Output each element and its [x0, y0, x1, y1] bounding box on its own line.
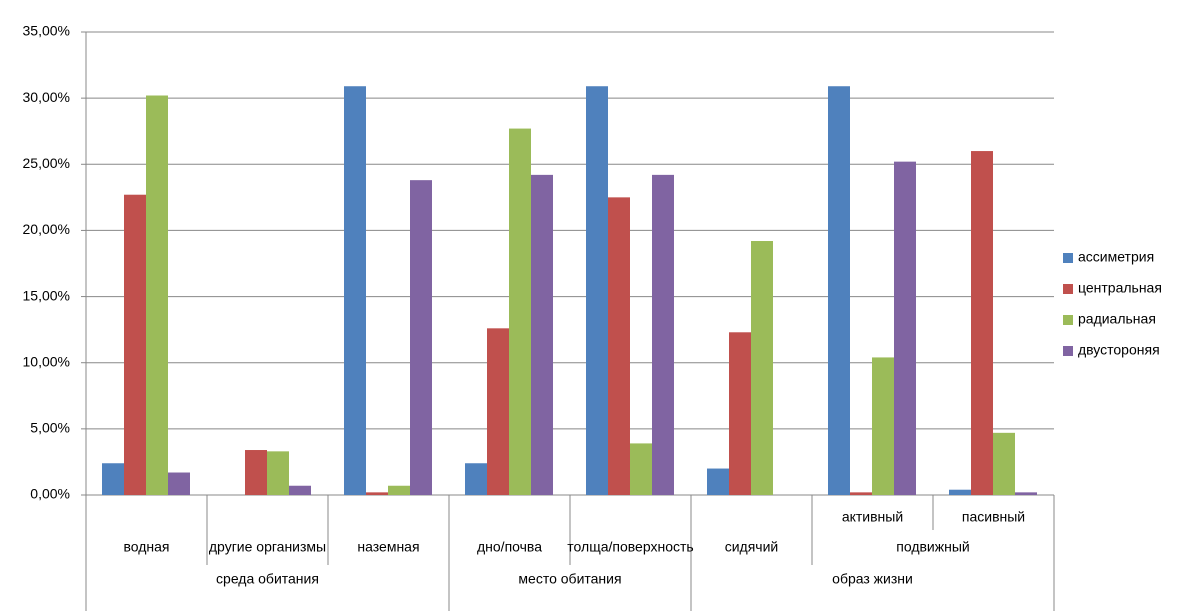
bar [267, 451, 289, 495]
bar [146, 95, 168, 496]
x-tick-label: активный [842, 509, 903, 525]
x-tick-label: толща/поверхность [567, 539, 693, 555]
legend-swatch [1063, 346, 1073, 356]
bar [586, 86, 608, 495]
y-tick-label: 30,00% [23, 89, 70, 105]
bar [465, 463, 487, 495]
y-tick-label: 0,00% [30, 486, 70, 502]
bar [344, 86, 366, 495]
x-tick-label: другие организмы [209, 539, 326, 555]
group-label: образ жизни [832, 571, 913, 587]
x-tick-label: дно/почва [477, 539, 542, 555]
bar [729, 332, 751, 495]
y-tick-label: 15,00% [23, 287, 70, 303]
group-label: среда обитания [216, 571, 319, 587]
x-tick-label: сидячий [725, 539, 779, 555]
bar [949, 489, 971, 495]
x-tick-label: водная [123, 539, 169, 555]
bar [993, 432, 1015, 495]
bar [652, 174, 674, 495]
bar [289, 485, 311, 495]
y-tick-label: 35,00% [23, 23, 70, 39]
bar [410, 180, 432, 495]
bar [245, 450, 267, 495]
bar [1015, 492, 1037, 495]
legend-swatch [1063, 284, 1073, 294]
bar [894, 161, 916, 495]
bar [124, 194, 146, 495]
x-tick-label: наземная [357, 539, 419, 555]
legend-label: радиальная [1078, 311, 1156, 327]
legend-label: двустороняя [1078, 342, 1160, 358]
bar [707, 468, 729, 495]
bar [971, 151, 993, 496]
bar [828, 86, 850, 495]
bar [872, 357, 894, 495]
bar [630, 443, 652, 495]
y-tick-label: 25,00% [23, 155, 70, 171]
group-label: место обитания [518, 571, 621, 587]
bar [388, 485, 410, 495]
y-tick-label: 5,00% [30, 420, 70, 436]
legend-swatch [1063, 253, 1073, 263]
bar [751, 241, 773, 495]
bar [487, 328, 509, 495]
x-tick-label: пасивный [962, 509, 1025, 525]
bar [531, 174, 553, 495]
bar [509, 128, 531, 495]
bar [608, 197, 630, 495]
bar [102, 463, 124, 495]
bar [168, 472, 190, 495]
y-tick-label: 10,00% [23, 353, 70, 369]
bar [366, 492, 388, 495]
legend-label: ассиметрия [1078, 249, 1154, 265]
subgroup-label: подвижный [896, 539, 969, 555]
legend-swatch [1063, 315, 1073, 325]
bar [850, 492, 872, 495]
y-tick-label: 20,00% [23, 221, 70, 237]
legend-label: центральная [1078, 280, 1162, 296]
